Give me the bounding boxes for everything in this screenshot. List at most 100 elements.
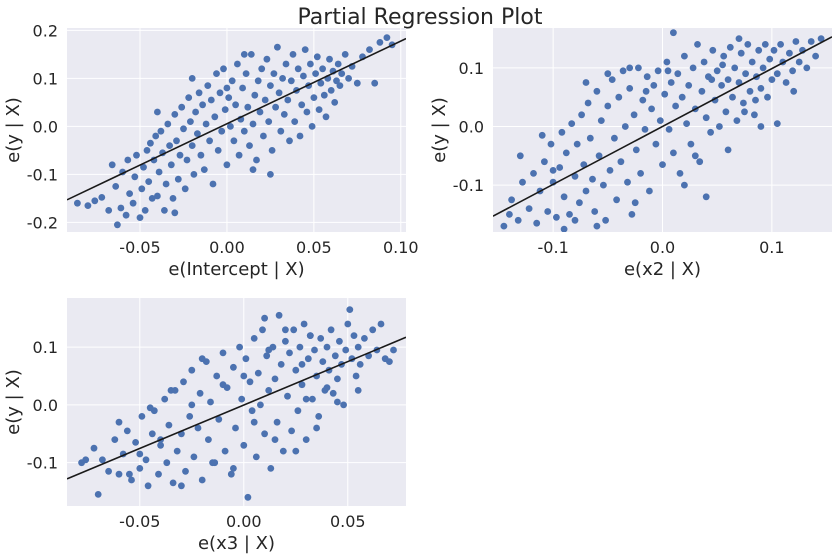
data-point <box>207 96 215 104</box>
data-point <box>602 216 609 224</box>
data-point <box>689 64 697 72</box>
x-tick-label: 0.00 <box>226 512 262 531</box>
data-point <box>254 77 262 85</box>
data-point <box>188 366 196 374</box>
data-point <box>560 225 568 232</box>
data-point <box>317 335 325 342</box>
data-point <box>306 332 314 339</box>
data-point <box>188 401 196 409</box>
data-point <box>115 418 123 426</box>
data-point <box>136 450 144 458</box>
data-point <box>319 358 327 365</box>
data-point <box>185 94 193 101</box>
data-point <box>268 147 276 154</box>
data-point <box>209 180 217 188</box>
data-point <box>304 355 312 363</box>
x-tick-label: -0.05 <box>119 512 160 531</box>
data-point <box>270 70 278 77</box>
data-point <box>371 79 379 87</box>
plot-area-intercept <box>67 28 406 232</box>
data-point <box>759 64 767 72</box>
data-point <box>282 60 290 68</box>
data-point <box>124 156 132 164</box>
data-point <box>230 465 237 472</box>
data-point <box>761 41 769 48</box>
x-tick-label: 0.1 <box>759 238 784 257</box>
data-point <box>296 343 304 351</box>
data-point <box>782 79 790 86</box>
data-point <box>377 320 385 328</box>
data-point <box>317 79 325 87</box>
data-point <box>352 372 360 380</box>
data-point <box>530 170 537 177</box>
data-point <box>812 52 819 60</box>
data-point <box>148 195 156 202</box>
subplot-intercept: -0.05 0.00 0.05 0.10 -0.2 -0.1 0.0 0.1 0.2 e(Inte… <box>3 21 419 280</box>
data-point <box>176 151 184 159</box>
data-point <box>234 60 241 68</box>
data-point <box>310 94 318 101</box>
data-point <box>242 70 250 77</box>
data-point <box>117 204 125 212</box>
data-point <box>194 424 202 432</box>
data-point <box>538 131 546 139</box>
data-point <box>376 39 384 46</box>
data-point <box>154 192 161 200</box>
data-point <box>260 132 267 140</box>
data-point <box>207 398 214 406</box>
data-point <box>311 346 318 354</box>
x-axis-label: e(Intercept | X) <box>168 259 304 280</box>
data-point <box>302 436 310 443</box>
data-point <box>298 381 306 389</box>
data-point <box>188 75 196 82</box>
data-point <box>500 222 508 230</box>
data-point <box>606 167 614 174</box>
data-point <box>138 185 146 193</box>
data-point <box>595 152 603 160</box>
data-point <box>573 140 581 148</box>
data-point <box>312 70 319 77</box>
data-point <box>277 127 285 135</box>
data-point <box>286 137 293 145</box>
data-point <box>755 46 763 54</box>
data-point <box>313 53 321 61</box>
data-point <box>665 125 673 133</box>
data-point <box>183 156 191 164</box>
data-point <box>275 311 283 319</box>
y-tick-label: 0.1 <box>459 59 484 78</box>
x-tick-label: -0.05 <box>119 238 160 257</box>
data-point <box>683 120 690 127</box>
x-axis-label: e(x2 | X) <box>624 259 701 280</box>
data-point <box>334 398 341 406</box>
data-point <box>681 52 688 60</box>
data-point <box>792 38 800 45</box>
data-point <box>271 375 279 383</box>
data-point <box>197 151 205 159</box>
data-point <box>167 387 175 394</box>
data-point <box>670 149 677 157</box>
y-axis-label: e(y | X) <box>3 97 24 163</box>
data-point <box>773 70 781 78</box>
data-point <box>219 349 227 357</box>
data-point <box>353 79 361 87</box>
data-point <box>198 355 206 363</box>
data-point <box>323 343 331 351</box>
data-point <box>698 87 706 95</box>
data-point <box>221 106 229 113</box>
data-point <box>617 158 625 166</box>
data-point <box>323 384 331 391</box>
data-point <box>82 456 90 464</box>
data-point <box>637 170 644 177</box>
data-point <box>282 337 289 345</box>
data-point <box>678 93 686 101</box>
data-point <box>729 93 736 101</box>
data-point <box>141 207 149 214</box>
data-point <box>667 79 675 86</box>
data-point <box>361 335 368 342</box>
data-point <box>123 427 131 435</box>
data-point <box>167 161 175 169</box>
data-point <box>105 467 112 475</box>
data-point <box>718 82 725 89</box>
y-tick-label: 0.0 <box>33 117 58 136</box>
data-point <box>251 91 259 99</box>
